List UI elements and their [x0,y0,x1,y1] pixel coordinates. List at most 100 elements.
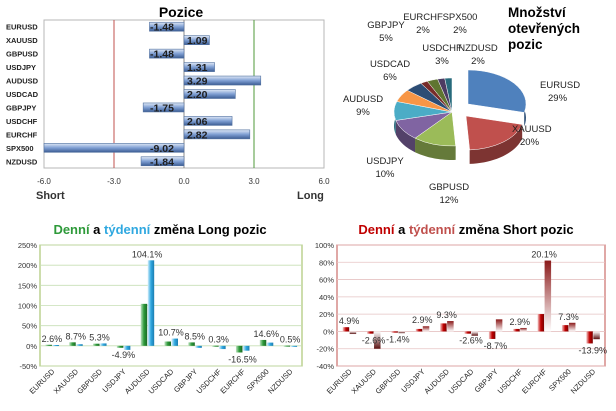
change-data-label: 2.9% [509,317,530,327]
change-data-label: 14.6% [254,329,280,339]
y-tick-label: 100% [18,302,38,311]
daily-bar-nzdusd [586,331,593,344]
daily-bar-xauusd [367,331,374,334]
daily-bar-eurchf [537,314,545,332]
pie-label-spx500: SPX500 [443,12,478,23]
pie-label-eurchf: EURCHF [403,12,443,23]
pie-value-eurchf: 2% [416,25,430,36]
short-change-title: Denní a týdenní změna Short pozic [358,222,573,237]
position-category-label: NZDUSD [6,157,38,166]
long-axis-label: Long [297,190,324,202]
pie-slice-xauusd [465,115,523,151]
pie-title-line: pozic [508,37,543,52]
weekly-bar-eurusd [52,345,59,347]
change-data-label: 9.3% [436,310,457,320]
change-data-label: -13.9% [579,345,608,355]
pie-value-spx500: 2% [453,25,467,36]
weekly-bar-nzdusd [290,345,298,347]
position-bar-spx500 [43,143,185,153]
position-bar-gbpjpy [142,102,185,113]
x-category-label: GBPUSD [75,367,104,396]
change-data-label: 4.9% [339,316,360,326]
position-category-label: XAUUSD [6,36,38,45]
change-data-label: 7.3% [558,312,579,322]
y-tick-label: 100% [315,241,335,250]
y-tick-label: -20% [316,345,334,354]
change-data-label: 20.1% [531,250,557,260]
position-category-label: USDJPY [6,63,36,72]
y-tick-label: 40% [319,293,334,302]
position-tick-label: 3.0 [248,177,260,186]
x-category-label: EURUSD [28,367,57,396]
weekly-bar-spx500 [266,342,274,346]
weekly-bar-gbpusd [398,331,405,334]
position-category-label: USDCHF [6,117,38,126]
y-tick-label: -40% [316,362,334,371]
pie-value-gbpjpy: 5% [379,33,393,44]
positions-title: Pozice [159,4,204,20]
long-change-title: Denní a týdenní změna Long pozic [53,222,266,237]
position-value-label: 3.29 [187,76,208,88]
short-axis-label: Short [36,190,65,202]
daily-bar-gbpusd [93,343,100,346]
position-category-label: EURCHF [6,130,38,139]
open-positions-pie-chart: EURUSD 29% XAUUSD 20% GBPUSD 12% USDJPY 10% AUDU… [343,5,580,206]
change-data-label: -16.5% [228,354,257,364]
change-data-label: -1.4% [386,335,410,345]
weekly-bar-gbpjpy [195,345,202,348]
daily-bar-spx500 [561,325,569,332]
position-value-label: -9.02 [150,143,174,155]
change-data-label: 2.9% [412,315,433,325]
daily-bar-usdcad [464,331,471,334]
position-category-label: AUDUSD [6,77,39,86]
position-category-label: USDCAD [6,90,39,99]
pie-slice-side-gbpusd [415,138,456,160]
pie-slice-nzdusd [444,77,453,113]
change-data-label: 104.1% [132,249,163,259]
change-data-label: 0.5% [280,335,301,345]
position-value-label: -1.48 [150,22,174,34]
x-category-label: USDCAD [447,367,476,396]
weekly-bar-usdcad [171,338,178,346]
change-data-label: 8.7% [65,331,86,341]
x-category-label: NZDUSD [266,367,295,396]
x-category-label: AUDUSD [422,367,451,396]
position-category-label: GBPUSD [6,50,39,59]
short-plot-frame [336,244,606,367]
pie-label-xauusd: XAUUSD [512,124,552,135]
position-value-label: 2.06 [187,116,208,128]
daily-bar-usdjpy [415,328,423,332]
position-bar-xauusd [183,35,210,45]
change-data-label: 10.7% [158,328,184,338]
pie-value-usdjpy: 10% [375,169,395,180]
weekly-bar-gbpjpy [495,319,503,332]
y-tick-label: -50% [19,362,37,371]
position-bar-usdcad [183,89,236,99]
daily-bar-usdjpy [116,345,124,348]
daily-bar-eurusd [45,344,52,346]
daily-bar-audusd [440,323,447,332]
weekly-bar-usdjpy [422,326,430,332]
position-value-label: -1.84 [150,156,174,168]
change-data-label: 2.6% [42,334,63,344]
pie-label-gbpusd: GBPUSD [429,182,469,193]
position-value-label: 1.31 [187,62,208,74]
pie-slice-eurusd [467,69,527,113]
position-value-label: -1.48 [150,49,174,61]
weekly-bar-audusd [147,260,155,346]
daily-bar-spx500 [259,339,267,346]
daily-bar-audusd [140,303,148,346]
pie-label-usdjpy: USDJPY [366,156,404,167]
pie-label-gbpjpy: GBPJPY [367,20,405,31]
y-tick-label: 80% [319,258,334,267]
weekly-bar-nzdusd [593,331,600,340]
daily-bar-gbpjpy [488,331,496,339]
daily-bar-gbpusd [391,331,398,333]
daily-bar-eurusd [342,327,350,332]
change-data-label: -8.7% [484,341,508,351]
weekly-bar-usdjpy [123,345,131,350]
positions-chart: Pozice EURUSD XAUUSD GBPUSD USDJPY AUDUSD USD… [6,4,330,202]
x-category-label: USDCHF [496,367,525,396]
weekly-bar-spx500 [568,322,576,332]
